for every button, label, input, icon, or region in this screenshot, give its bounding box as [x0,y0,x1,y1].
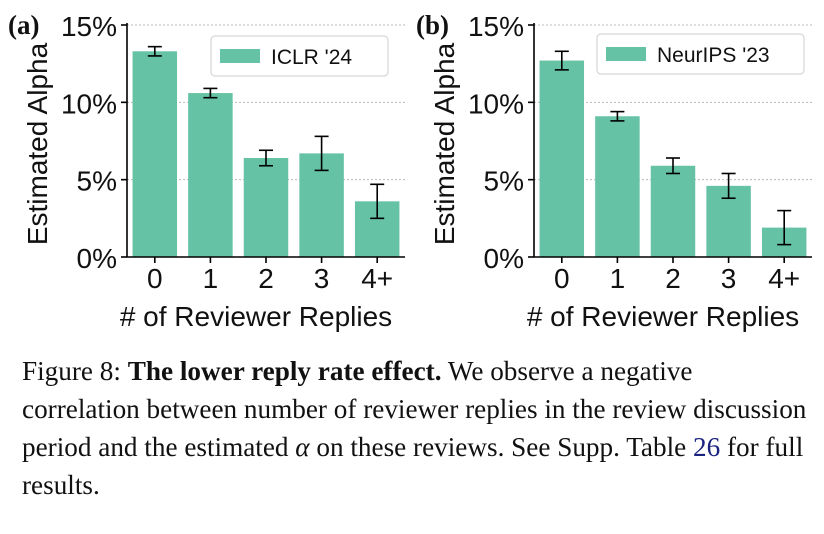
bar[interactable] [539,60,585,257]
legend: NeurIPS '23 [596,33,805,75]
y-axis-title: Estimated Alpha [22,42,53,245]
figure-caption: Figure 8: The lower reply rate effect. W… [22,352,812,504]
figure: (a)0%5%10%15%0 1 2 3 4+# of Reviewer Replies… [8,10,812,332]
panel-label: (b) [416,10,449,40]
x-tick-label: 3 [314,263,330,294]
x-tick-label: 0 [554,263,570,294]
caption-label: Figure 8: [22,356,121,386]
panel-label: (a) [8,10,39,40]
x-axis-title: # of Reviewer Replies [120,301,392,332]
y-tick-label: 5% [77,166,117,197]
caption-text-2: on these reviews. See Supp. Table [316,432,687,462]
caption-title: The lower reply rate effect. [127,356,442,386]
bar[interactable] [132,51,178,257]
bar[interactable] [243,158,289,257]
legend-box [210,35,389,77]
x-tick-label: 4+ [768,263,800,294]
y-tick-label: 15% [468,11,524,42]
y-tick-label: 0% [484,243,524,274]
caption-text-1: We observe a negative correlation betwee… [22,356,807,462]
bar[interactable] [650,165,696,257]
chart-panel-b: (b) 0% 5% 10% 15% 0 1 2 3 4+ # of Reviewer Replies… [416,10,812,332]
x-tick-label: 2 [258,263,274,294]
legend-label: ICLR '24 [271,46,352,69]
y-tick-label: 0% [77,243,117,274]
legend-label: NeurIPS '23 [657,44,770,67]
y-axis-title: Estimated Alpha [429,42,460,245]
legend-box [596,33,805,75]
x-tick-label: 1 [203,263,219,294]
legend-swatch [606,47,646,61]
y-tick-label: 10% [61,88,117,119]
table-ref-link[interactable]: 26 [693,432,721,462]
bar[interactable] [188,93,233,257]
caption-text-3: for full results. [22,432,804,500]
x-tick-label: 4+ [361,263,393,294]
y-tick-label: 10% [468,88,524,119]
chart-panel-a: (a) 0% 5% 10% 15% 0 1 2 3 4+ # of Reviewer Replies… [8,10,405,332]
x-axis-title: # of Reviewer Replies [527,301,799,332]
x-tick-label: 2 [665,263,681,294]
caption-alpha-symbol: α [295,432,310,462]
y-tick-label: 5% [484,166,524,197]
legend-swatch [220,49,260,63]
bar[interactable] [595,116,640,258]
x-tick-label: 0 [147,263,163,294]
legend: ICLR '24 [210,35,389,77]
x-tick-label: 1 [610,263,626,294]
x-tick-label: 3 [721,263,737,294]
y-tick-label: 15% [61,11,117,42]
